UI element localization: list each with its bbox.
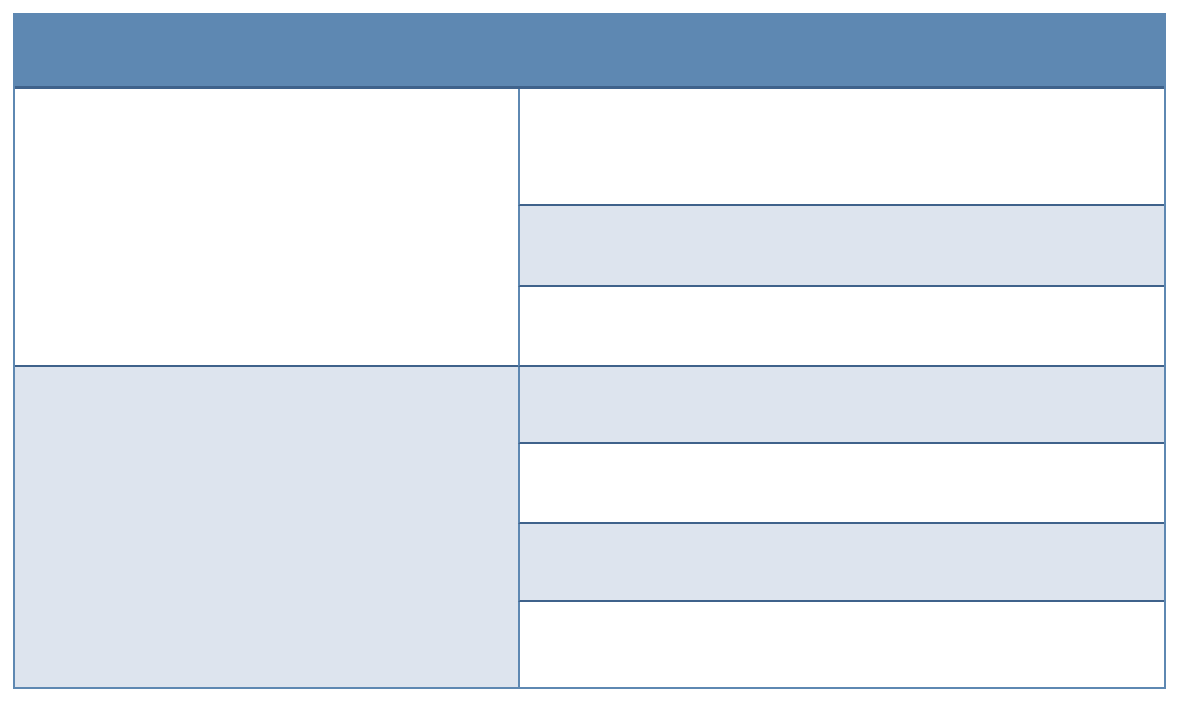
right-row-6-cell[interactable] [518, 524, 1164, 602]
left-merged-cell-top[interactable] [15, 89, 518, 367]
right-row-5-cell[interactable] [518, 444, 1164, 524]
right-row-7-cell[interactable] [518, 602, 1164, 687]
right-row-2-cell[interactable] [518, 206, 1164, 287]
empty-table [13, 13, 1166, 689]
left-merged-cell-bottom[interactable] [15, 367, 518, 687]
right-row-3-cell[interactable] [518, 287, 1164, 367]
right-row-4-cell[interactable] [518, 367, 1164, 444]
right-row-1-cell[interactable] [518, 89, 1164, 206]
table-header-cell[interactable] [15, 15, 1164, 89]
